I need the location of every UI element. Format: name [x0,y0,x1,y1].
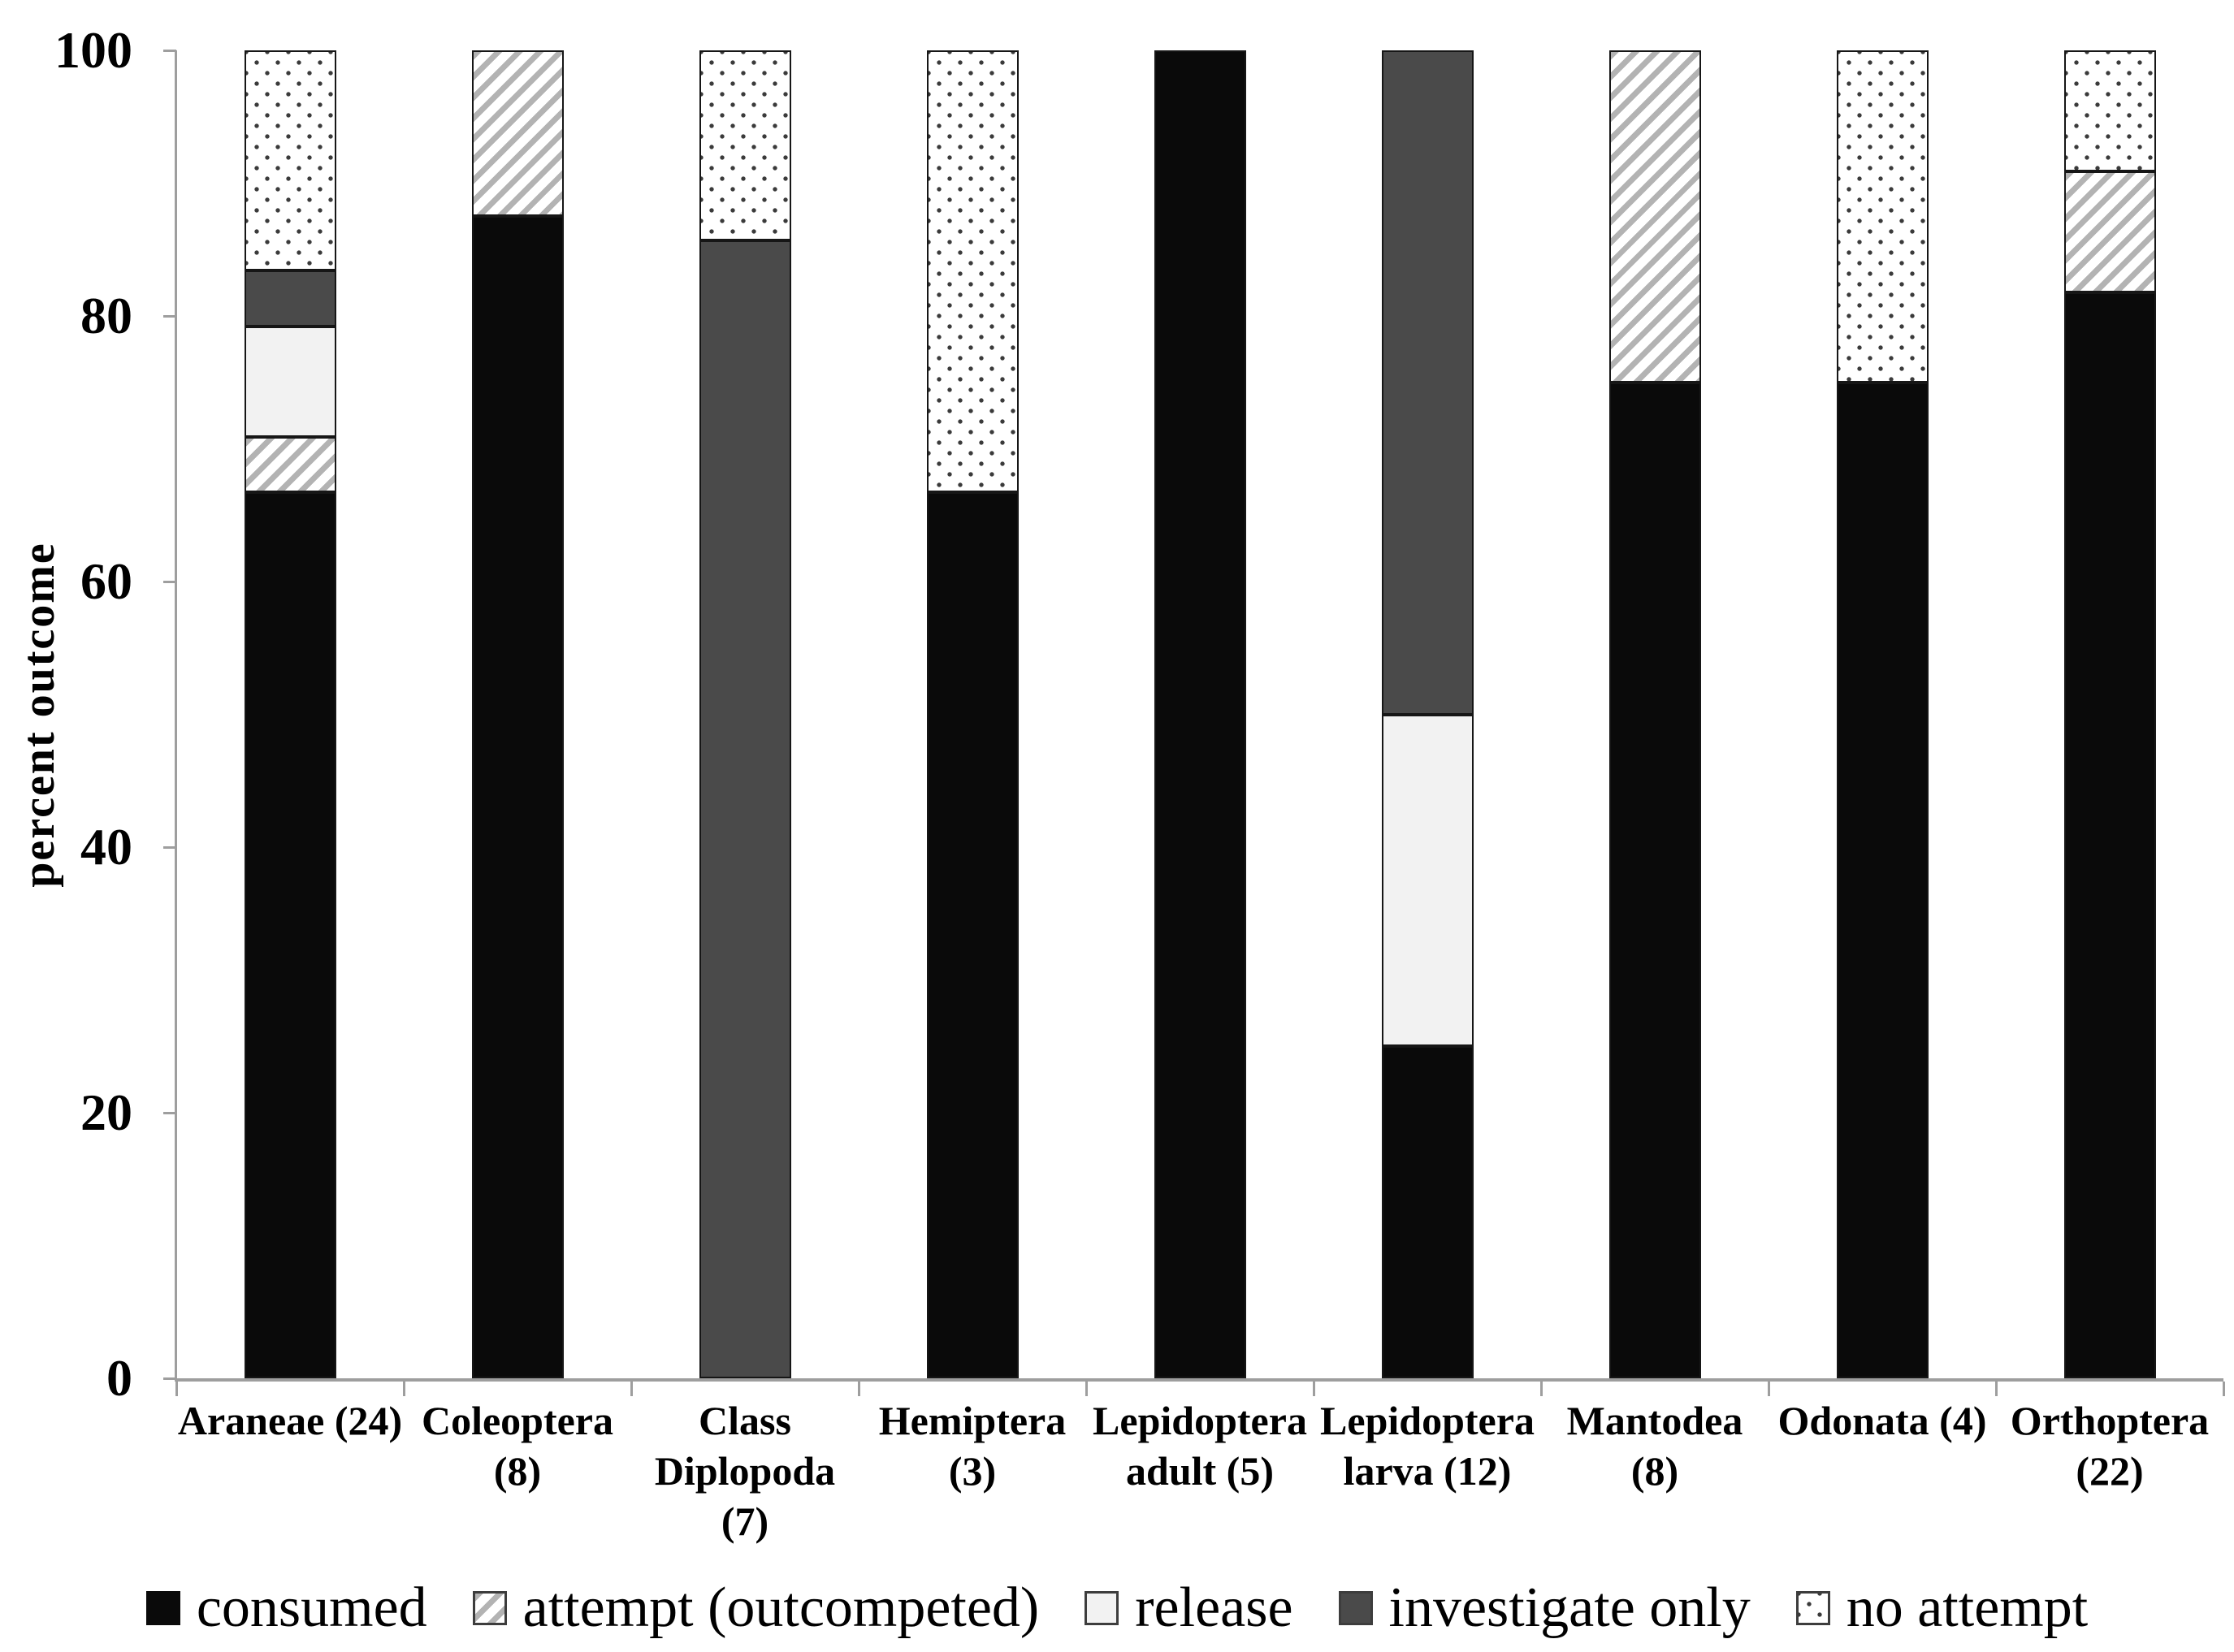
bar-segment Araneae (24) no attempt [244,50,336,271]
category-label-line: Lepidoptera [1320,1398,1535,1443]
legend-item consumed: consumed [145,1572,427,1645]
legend-swatch-light-gray-icon [1085,1591,1119,1625]
category-label-line: (8) [1630,1448,1679,1494]
y-tick-label-40: 40 [80,818,132,876]
x-tick-7 [1767,1382,1770,1396]
x-tick-4 [1085,1382,1088,1396]
legend: consumed attempt (outcompeted) release inve… [0,1566,2234,1650]
bar-segment Lepidoptera larva (12) release [1381,714,1474,1047]
x-tick-2 [630,1382,633,1396]
x-tick-8 [1994,1382,1998,1396]
y-tick-20 [163,1111,176,1114]
category-label-line: Odonata (4) [1777,1398,1987,1443]
bar-segment Hemiptera (3) no attempt [926,50,1019,493]
bar-segment Lepidoptera adult (5) consumed [1154,50,1246,1378]
y-tick-60 [163,580,176,583]
category-label-line: (22) [2076,1448,2144,1494]
category-label-line: Class [699,1398,791,1443]
bar-segment Mantodea (8) consumed [1608,382,1701,1378]
y-tick-label-80: 80 [80,287,132,344]
bar-segment Araneae (24) investigate only [244,270,336,327]
category-label Class Diplopoda (7): Class Diplopoda (7) [631,1395,859,1546]
bar-segment Coleoptera (8) consumed [471,216,564,1378]
y-tick-label-0: 0 [106,1349,132,1407]
y-tick-0 [163,1377,176,1380]
legend-label: consumed [196,1576,427,1639]
legend-item release: release [1085,1572,1293,1645]
x-tick-0 [175,1382,178,1396]
y-tick-label-100: 100 [54,21,132,79]
x-tick-5 [1312,1382,1315,1396]
bar-segment Class Diplopoda (7) no attempt [699,50,791,240]
y-tick-40 [163,845,176,849]
legend-label: release [1135,1576,1293,1639]
category-label-line: larva (12) [1343,1448,1512,1494]
bar-segment Coleoptera (8) attempt (outcompeted) [471,50,564,217]
y-tick-label-20: 20 [80,1083,132,1141]
category-label-line: Hemiptera [878,1398,1067,1443]
legend-swatch-dark-gray-icon [1338,1591,1373,1625]
bar-segment Orthoptera (22) attempt (outcompeted) [2063,171,2156,292]
legend-swatch-dotted-icon [1795,1591,1830,1625]
category-label Orthoptera (22): Orthoptera (22) [1996,1395,2223,1496]
category-label Odonata (4): Odonata (4) [1769,1395,1996,1446]
category-label-line: Coleoptera [421,1398,614,1443]
category-label Mantodea (8): Mantodea (8) [1541,1395,1769,1496]
category-label-line: (8) [493,1448,542,1494]
category-label-line: Diplopoda [654,1448,836,1494]
y-axis-line [175,50,177,1382]
y-tick-100 [163,49,176,52]
category-label-line: (7) [721,1498,769,1544]
legend-swatch-diagonal-hatch-icon [472,1591,507,1625]
bar-segment Araneae (24) attempt (outcompeted) [244,436,336,493]
x-tick-3 [857,1382,860,1396]
bar-segment Mantodea (8) attempt (outcompeted) [1608,50,1701,383]
category-label Araneae (24): Araneae (24) [176,1395,404,1446]
y-axis-title: percent outcome [14,542,64,888]
bar-segment Orthoptera (22) consumed [2063,292,2156,1378]
legend-swatch-solid-black-icon [145,1591,180,1625]
category-label-line: Mantodea [1566,1398,1743,1443]
legend-label: attempt (outcompeted) [522,1576,1040,1639]
bar-segment Araneae (24) release [244,327,336,437]
legend-item investigate only: investigate only [1338,1572,1751,1645]
category-label-line: (3) [948,1448,997,1494]
bar-segment Araneae (24) consumed [244,492,336,1378]
legend-item attempt (outcompeted): attempt (outcompeted) [472,1572,1040,1645]
category-label Lepidoptera larva (12): Lepidoptera larva (12) [1314,1395,1541,1496]
category-label-line: adult (5) [1126,1448,1274,1494]
bar-segment Hemiptera (3) consumed [926,492,1019,1378]
y-tick-80 [163,314,176,318]
x-tick-1 [402,1382,405,1396]
x-tick-9 [2222,1382,2225,1396]
category-label Coleoptera (8): Coleoptera (8) [404,1395,631,1496]
category-label-line: Orthoptera [2010,1398,2210,1443]
legend-label: no attempt [1846,1576,2089,1639]
category-label Hemiptera (3): Hemiptera (3) [859,1395,1086,1496]
category-label Lepidoptera adult (5): Lepidoptera adult (5) [1086,1395,1314,1496]
bar-segment Orthoptera (22) no attempt [2063,50,2156,171]
y-tick-label-60: 60 [80,552,132,610]
bar-segment Lepidoptera larva (12) investigate only [1381,50,1474,715]
x-axis-line [176,1378,2223,1382]
bar-segment Class Diplopoda (7) investigate only [699,240,791,1378]
bar-segment Odonata (4) no attempt [1836,50,1929,383]
x-tick-6 [1539,1382,1543,1396]
category-label-line: Lepidoptera [1093,1398,1307,1443]
bar-segment Lepidoptera larva (12) consumed [1381,1046,1474,1378]
category-label-line: Araneae (24) [177,1398,403,1443]
bar-segment Odonata (4) consumed [1836,382,1929,1378]
legend-item no attempt: no attempt [1795,1572,2089,1645]
legend-label: investigate only [1388,1576,1751,1639]
